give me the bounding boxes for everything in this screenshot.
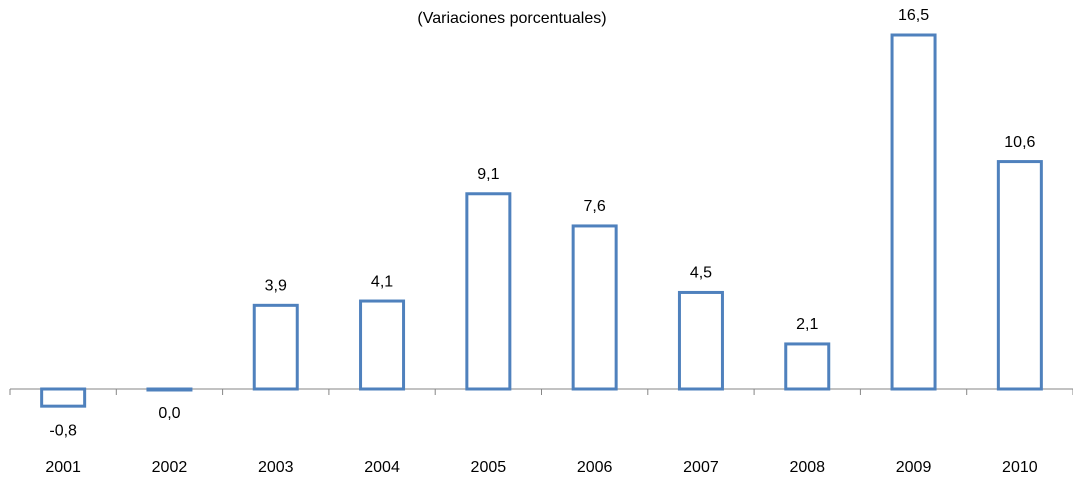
bar	[571, 224, 618, 391]
x-tick-label: 2008	[789, 459, 825, 476]
bar	[677, 290, 724, 391]
x-tick-label: 2004	[364, 459, 400, 476]
value-label: 2,1	[796, 316, 818, 333]
value-label: 3,9	[265, 278, 287, 295]
x-tick-label: 2006	[577, 459, 613, 476]
x-tick-label: 2007	[683, 459, 719, 476]
chart-title: (Variaciones porcentuales)	[417, 10, 606, 27]
bar	[784, 342, 831, 391]
value-label: 9,1	[477, 166, 499, 183]
x-tick-label: 2005	[471, 459, 507, 476]
value-label: 16,5	[898, 7, 929, 24]
x-tick-label: 2001	[45, 459, 81, 476]
x-tick-label: 2010	[1002, 459, 1038, 476]
value-label: 4,1	[371, 273, 393, 290]
x-tick-label: 2009	[896, 459, 932, 476]
value-label: 7,6	[584, 198, 606, 215]
bar	[40, 387, 87, 408]
value-label: 10,6	[1004, 134, 1035, 151]
value-label: 0,0	[158, 405, 180, 422]
value-label: 4,5	[690, 265, 712, 282]
bar	[146, 387, 193, 392]
bar	[996, 160, 1043, 391]
bar	[890, 33, 937, 391]
bar	[359, 299, 406, 391]
bar	[252, 303, 299, 391]
value-label: -0,8	[49, 422, 77, 439]
x-tick-label: 2003	[258, 459, 294, 476]
x-tick-label: 2002	[152, 459, 188, 476]
bar	[465, 192, 512, 391]
